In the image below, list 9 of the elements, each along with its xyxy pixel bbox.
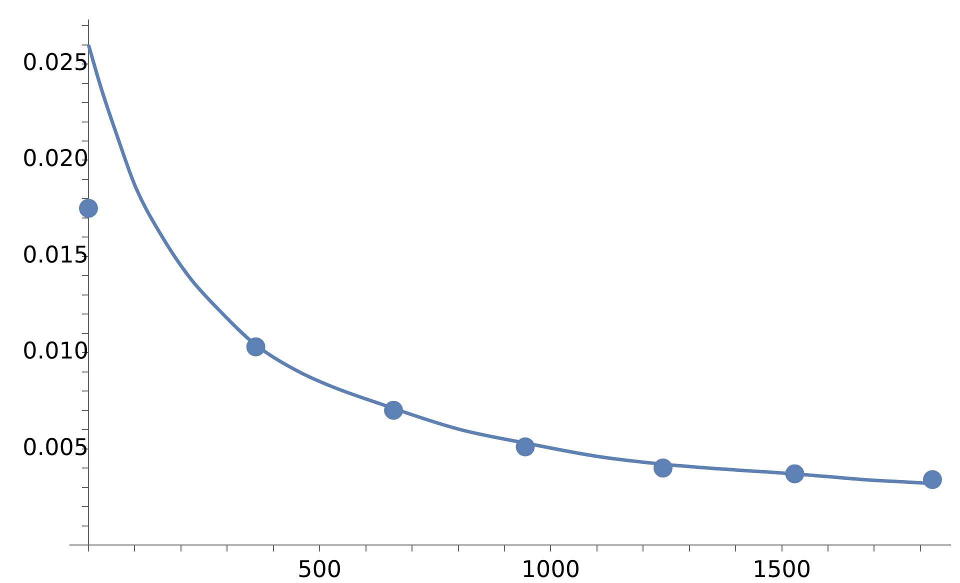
y-tick-label: 0.015 <box>22 242 88 268</box>
y-tick-label: 0.005 <box>22 434 88 461</box>
point <box>78 198 98 218</box>
x-tick-label: 500 <box>298 556 342 583</box>
x-tick-label: 1500 <box>752 556 812 583</box>
y-tick-label: 0.020 <box>22 146 88 172</box>
y-tick-label: 0.010 <box>22 338 88 365</box>
x-tick-label: 1000 <box>521 556 580 583</box>
y-tick-label: 0.025 <box>22 50 88 76</box>
